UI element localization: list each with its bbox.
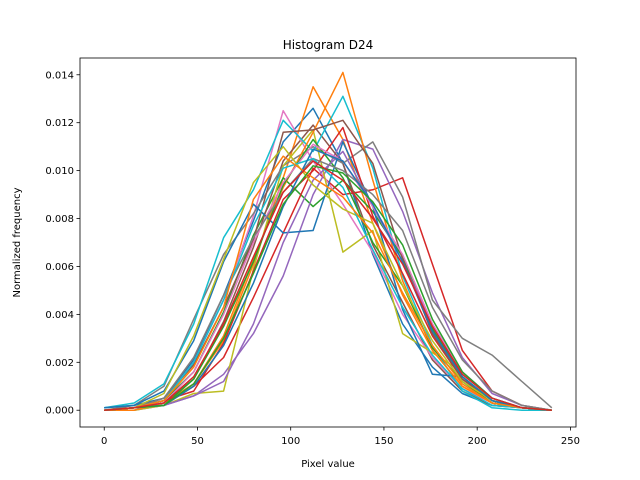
x-tick-label: 150 bbox=[374, 436, 393, 447]
y-axis-label: Normalized frequency bbox=[12, 187, 23, 297]
y-axis-ticks: 0.000 0.002 0.004 0.006 0.008 0.010 0.012 0.014 bbox=[45, 70, 80, 417]
x-tick-label: 0 bbox=[101, 436, 107, 447]
series-line-20 bbox=[104, 157, 552, 411]
y-tick-label: 0.006 bbox=[45, 262, 74, 273]
x-tick-label: 250 bbox=[561, 436, 580, 447]
y-tick-label: 0.008 bbox=[45, 214, 74, 225]
plot-lines bbox=[104, 71, 553, 411]
y-tick-label: 0.004 bbox=[45, 310, 74, 321]
x-tick-label: 50 bbox=[191, 436, 204, 447]
y-tick-label: 0.010 bbox=[45, 166, 74, 177]
series-line-13 bbox=[104, 138, 552, 411]
x-tick-label: 100 bbox=[281, 436, 300, 447]
y-tick-label: 0.002 bbox=[45, 358, 74, 369]
y-tick-label: 0.000 bbox=[45, 406, 74, 417]
y-tick-label: 0.014 bbox=[45, 70, 74, 81]
series-line-22 bbox=[104, 155, 552, 411]
x-axis-ticks: 0 50 100 150 200 250 bbox=[101, 427, 580, 447]
series-line-24 bbox=[104, 160, 552, 411]
series-line-6 bbox=[104, 124, 552, 411]
series-line-10 bbox=[104, 95, 552, 411]
x-axis-label: Pixel value bbox=[301, 459, 355, 470]
series-line-21 bbox=[104, 148, 552, 411]
x-tick-label: 200 bbox=[468, 436, 487, 447]
axes-frame bbox=[79, 57, 577, 428]
series-line-19 bbox=[104, 145, 552, 411]
series-line-12 bbox=[104, 71, 552, 411]
y-tick-label: 0.012 bbox=[45, 118, 74, 129]
chart-title: Histogram D24 bbox=[283, 38, 374, 52]
series-line-23 bbox=[104, 165, 552, 411]
series-line-18 bbox=[104, 157, 552, 411]
